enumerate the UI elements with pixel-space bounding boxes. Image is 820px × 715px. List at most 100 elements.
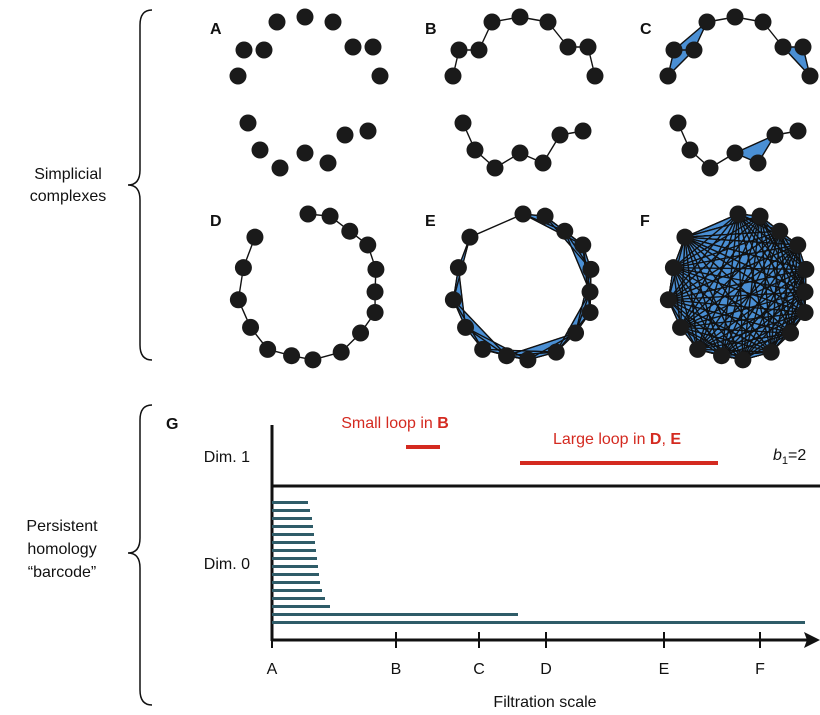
vertex: [367, 261, 384, 278]
complex: [660, 206, 815, 369]
vertex: [682, 142, 699, 159]
x-tick-label: D: [540, 661, 552, 678]
vertex: [797, 283, 814, 300]
vertex: [512, 9, 529, 26]
vertex: [556, 223, 573, 240]
dim-label: Dim. 1: [204, 449, 250, 466]
bar: [272, 557, 317, 560]
vertex: [450, 259, 467, 276]
bar: [272, 621, 805, 624]
page: Simplicial complexes Persistent homology…: [0, 0, 820, 715]
vertex: [345, 39, 362, 56]
vertex: [259, 341, 276, 358]
vertex: [515, 206, 532, 223]
vertex: [670, 115, 687, 132]
vertex: [367, 304, 384, 321]
vertex: [750, 155, 767, 172]
vertex: [540, 14, 557, 31]
vertex: [795, 39, 812, 56]
vertex: [236, 42, 253, 59]
annotation: Small loop in B: [341, 415, 449, 432]
vertex: [474, 341, 491, 358]
bar: [272, 565, 318, 568]
vertex: [467, 142, 484, 159]
vertex: [672, 319, 689, 336]
vertex: [352, 324, 369, 341]
vertex: [665, 259, 682, 276]
vertex: [445, 291, 462, 308]
vertex: [283, 347, 300, 364]
annotation-part: Large loop in: [553, 431, 650, 448]
vertex: [580, 39, 597, 56]
side-label: “barcode”: [28, 564, 96, 581]
vertex: [802, 68, 819, 85]
vertex: [360, 123, 377, 140]
vertex: [552, 127, 569, 144]
vertex: [575, 123, 592, 140]
vertex: [484, 14, 501, 31]
complex: [445, 9, 604, 177]
complex: [445, 206, 600, 369]
bar: [272, 613, 518, 616]
vertex: [666, 42, 683, 59]
vertex: [304, 351, 321, 368]
vertex: [734, 351, 751, 368]
vertex: [242, 319, 259, 336]
vertex: [582, 304, 599, 321]
vertex: [445, 68, 462, 85]
vertex: [297, 9, 314, 26]
vertex: [365, 39, 382, 56]
vertex: [471, 42, 488, 59]
bar: [272, 573, 319, 576]
annotation: Large loop in D, E: [553, 431, 681, 448]
bar: [272, 517, 312, 520]
edge: [470, 214, 523, 237]
bar: [520, 461, 718, 465]
vertex: [560, 39, 577, 56]
annotation-part: ,: [661, 431, 670, 448]
vertex: [297, 145, 314, 162]
annotation-part: E: [670, 431, 681, 448]
vertex: [789, 236, 806, 253]
vertex: [269, 14, 286, 31]
vertex: [548, 344, 565, 361]
edge: [466, 327, 528, 359]
vertex: [567, 324, 584, 341]
betti-value: =2: [788, 447, 806, 464]
vertex: [767, 127, 784, 144]
vertex: [730, 206, 747, 223]
panel-label: D: [210, 213, 222, 230]
vertex: [727, 145, 744, 162]
vertex: [699, 14, 716, 31]
barcode: GDim. 1Dim. 0ABCDEFFiltration scaleSmall…: [166, 415, 820, 711]
vertex: [790, 123, 807, 140]
vertex: [752, 208, 769, 225]
panel-label: C: [640, 21, 652, 38]
bar: [272, 549, 316, 552]
vertex: [341, 223, 358, 240]
vertex: [320, 155, 337, 172]
vertex: [574, 236, 591, 253]
vertex: [582, 261, 599, 278]
vertex: [702, 160, 719, 177]
bar: [272, 597, 325, 600]
vertex: [512, 145, 529, 162]
side-label: homology: [27, 541, 96, 558]
bar: [272, 605, 330, 608]
vertex: [256, 42, 273, 59]
vertex: [246, 229, 263, 246]
panel-label: A: [210, 21, 222, 38]
x-tick-label: A: [267, 661, 278, 678]
side-label: Simplicial: [34, 166, 102, 183]
x-axis-title: Filtration scale: [493, 694, 596, 711]
vertex: [686, 42, 703, 59]
vertex: [487, 160, 504, 177]
panel-label: E: [425, 213, 436, 230]
vertex: [797, 261, 814, 278]
vertex: [782, 324, 799, 341]
vertex: [587, 68, 604, 85]
vertex: [535, 155, 552, 172]
vertex: [230, 291, 247, 308]
complex: [230, 9, 389, 177]
